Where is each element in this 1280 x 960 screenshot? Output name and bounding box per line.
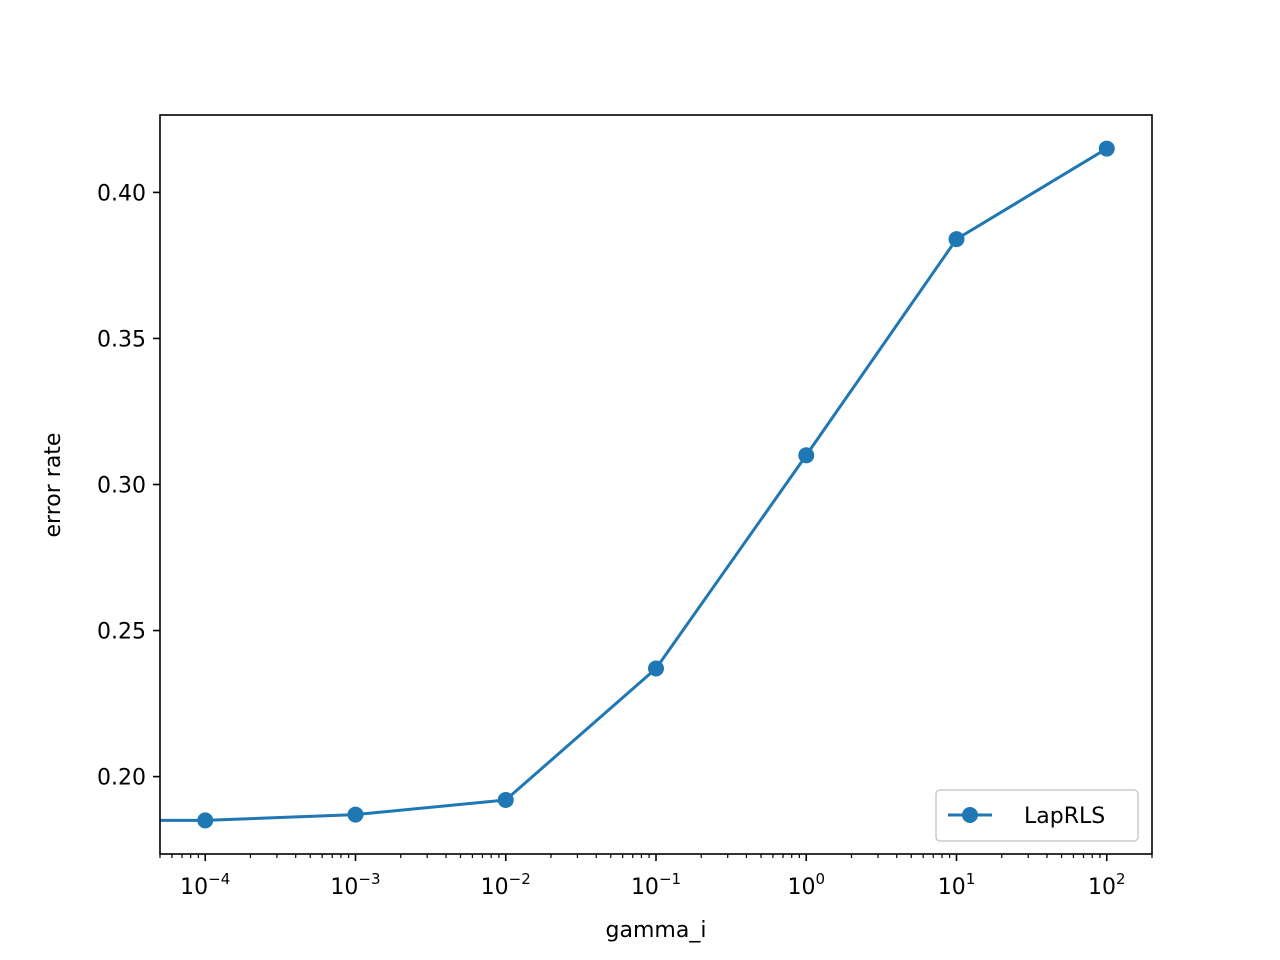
series-line	[160, 147, 1108, 822]
x-tick-base: 10	[1088, 875, 1116, 900]
x-tick-base: 10	[180, 875, 208, 900]
x-tick-base: 10	[481, 875, 509, 900]
legend-marker	[962, 807, 978, 823]
x-tick-exponent: −2	[509, 870, 531, 888]
y-axis-label: error rate	[41, 433, 66, 538]
series-layer	[47, 140, 1115, 829]
x-tick-label: 10−4	[180, 870, 230, 900]
x-tick-exponent: −4	[208, 870, 230, 888]
x-tick-exponent: −1	[659, 870, 681, 888]
x-tick-base: 10	[330, 875, 358, 900]
x-tick-base: 10	[938, 875, 966, 900]
x-tick-label: 10−1	[631, 870, 681, 900]
x-tick-label: 10−3	[330, 870, 380, 900]
data-point	[347, 806, 364, 823]
plot-frame	[159, 114, 1153, 855]
data-point	[497, 791, 514, 808]
data-point	[47, 812, 63, 828]
x-tick-exponent: 1	[966, 870, 976, 888]
data-point	[1098, 140, 1115, 157]
x-tick-base: 10	[787, 875, 815, 900]
y-tick-label: 0.30	[97, 474, 146, 499]
y-axis: 0.20 0.25 0.30 0.35 0.40	[97, 181, 160, 791]
x-tick-label: 101	[938, 870, 976, 900]
x-axis-label: gamma_i	[606, 918, 707, 943]
x-tick-exponent: −3	[358, 870, 380, 888]
y-tick-label: 0.35	[97, 327, 146, 352]
x-tick-base: 10	[631, 875, 659, 900]
data-point	[648, 660, 664, 677]
x-axis: 10−4 10−3 10−2 10−1 100 101 102	[159, 854, 1153, 900]
data-point	[798, 447, 815, 464]
y-tick-label: 0.40	[97, 181, 146, 206]
x-tick-exponent: 2	[1116, 870, 1126, 888]
legend-box	[935, 789, 1139, 842]
legend: LapRLS	[935, 789, 1139, 842]
legend-label: LapRLS	[1024, 804, 1105, 829]
x-tick-label: 100	[787, 870, 825, 900]
x-tick-exponent: 0	[815, 870, 825, 888]
y-tick-label: 0.25	[97, 620, 146, 645]
y-tick-label: 0.20	[97, 766, 146, 791]
data-point	[197, 812, 214, 829]
x-tick-label: 102	[1088, 870, 1126, 900]
x-tick-label: 10−2	[481, 870, 531, 900]
data-point	[948, 231, 965, 248]
